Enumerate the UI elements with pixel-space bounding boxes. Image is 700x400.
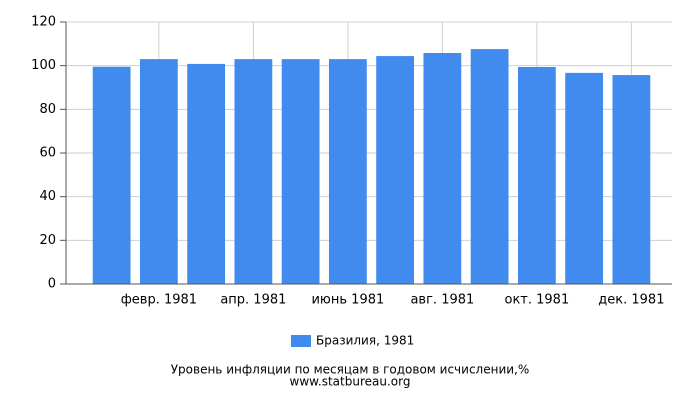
bar xyxy=(139,59,178,284)
y-tick-label: 80 xyxy=(39,102,56,117)
legend-swatch xyxy=(291,335,311,347)
bar xyxy=(187,63,226,284)
y-tick-label: 100 xyxy=(31,58,56,73)
chart-source: www.statbureau.org xyxy=(290,375,411,389)
bar xyxy=(376,56,415,285)
y-tick-label: 60 xyxy=(39,146,56,161)
bar xyxy=(92,66,131,284)
bar xyxy=(470,49,509,284)
legend-label: Бразилия, 1981 xyxy=(316,334,414,348)
bar xyxy=(517,66,556,284)
bar xyxy=(234,59,273,284)
y-tick-label: 40 xyxy=(39,189,56,204)
x-tick-label: февр. 1981 xyxy=(121,293,197,308)
x-tick-label: апр. 1981 xyxy=(220,293,286,308)
bar xyxy=(612,75,651,285)
bar xyxy=(281,59,320,284)
bar xyxy=(328,59,367,284)
x-tick-label: дек. 1981 xyxy=(598,293,664,308)
y-tick-label: 20 xyxy=(39,233,56,248)
chart-caption: Уровень инфляции по месяцам в годовом ис… xyxy=(171,363,530,377)
x-tick-label: авг. 1981 xyxy=(410,293,474,308)
x-tick-label: окт. 1981 xyxy=(505,293,570,308)
y-tick-label: 120 xyxy=(31,15,56,30)
bar xyxy=(423,53,462,285)
x-tick-label: июнь 1981 xyxy=(311,293,384,308)
bar xyxy=(565,72,604,284)
y-tick-label: 0 xyxy=(48,277,56,292)
